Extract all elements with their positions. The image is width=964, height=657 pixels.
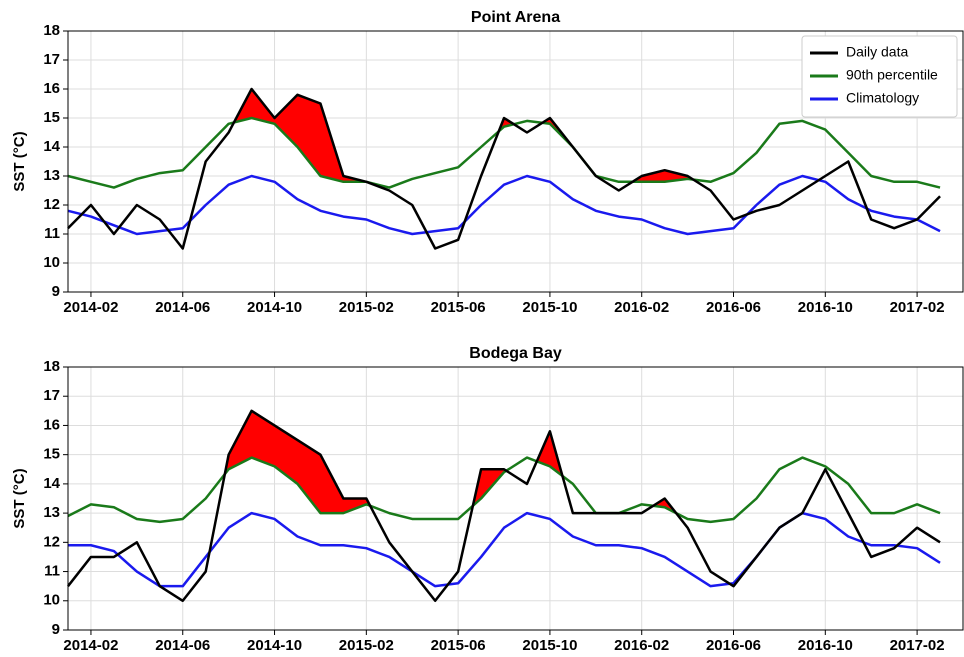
x-tick-label: 2015-06	[431, 299, 486, 316]
series-line	[67, 456, 941, 524]
x-tick-label: 2016-06	[706, 637, 761, 654]
legend-label: Daily data	[846, 44, 908, 60]
x-tick-label: 2017-02	[890, 637, 945, 654]
y-tick-label: 9	[52, 283, 60, 300]
y-tick-label: 16	[43, 416, 60, 433]
x-tick-label: 2014-02	[63, 637, 118, 654]
legend-label: Climatology	[846, 90, 919, 106]
series-line	[67, 174, 941, 236]
legend-box	[801, 35, 958, 118]
x-tick-label: 2016-02	[614, 637, 669, 654]
y-tick-label: 12	[43, 196, 60, 213]
y-tick-label: 16	[43, 80, 60, 97]
legend-label: 90th percentile	[846, 67, 938, 83]
x-tick-label: 2016-06	[706, 299, 761, 316]
x-tick-label: 2014-10	[247, 637, 302, 654]
y-tick-label: 14	[43, 138, 60, 155]
exceedance-fill	[536, 431, 563, 476]
y-tick-label: 12	[43, 533, 60, 550]
y-tick-label: 13	[43, 167, 60, 184]
y-tick-label: 10	[43, 254, 60, 271]
y-tick-label: 18	[43, 358, 60, 375]
plot-frame	[67, 30, 964, 293]
y-tick-label: 15	[43, 446, 60, 463]
y-tick-label: 11	[44, 225, 60, 242]
series-line	[67, 116, 941, 189]
x-tick-label: 2014-10	[247, 299, 302, 316]
x-tick-label: 2015-06	[431, 637, 486, 654]
x-tick-label: 2014-06	[155, 637, 210, 654]
x-tick-label: 2015-02	[339, 299, 394, 316]
y-tick-label: 15	[43, 109, 60, 126]
x-tick-label: 2016-10	[798, 299, 853, 316]
y-tick-label: 9	[52, 621, 60, 638]
x-tick-label: 2015-10	[522, 637, 577, 654]
y-tick-label: 10	[43, 592, 60, 609]
y-tick-label: 13	[43, 504, 60, 521]
exceedance-fill	[224, 410, 371, 514]
x-tick-label: 2014-02	[63, 299, 118, 316]
y-tick-label: 11	[44, 563, 60, 580]
x-tick-label: 2015-10	[522, 299, 577, 316]
y-axis-label: SST (°C)	[11, 131, 28, 191]
series-line	[67, 87, 941, 250]
x-tick-label: 2016-10	[798, 637, 853, 654]
series-line	[68, 511, 941, 588]
y-tick-label: 14	[43, 475, 60, 492]
chart-title: Bodega Bay	[469, 345, 562, 362]
x-tick-label: 2016-02	[614, 299, 669, 316]
series-line	[67, 409, 941, 603]
x-tick-label: 2017-02	[890, 299, 945, 316]
exceedance-fill	[233, 89, 367, 182]
plot-frame	[67, 366, 964, 631]
y-tick-label: 17	[43, 51, 60, 68]
y-axis-label: SST (°C)	[11, 468, 28, 528]
x-tick-label: 2014-06	[155, 299, 210, 316]
y-tick-label: 18	[43, 22, 60, 39]
chart-title: Point Arena	[471, 9, 560, 26]
x-tick-label: 2015-02	[339, 637, 394, 654]
y-tick-label: 17	[43, 387, 60, 404]
